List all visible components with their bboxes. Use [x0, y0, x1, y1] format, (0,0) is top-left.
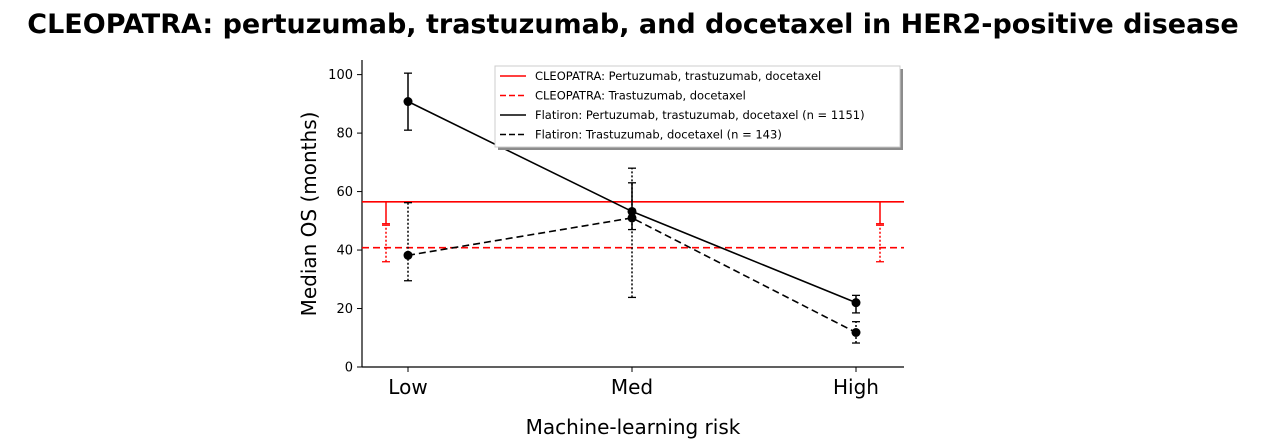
series-errorbar — [628, 167, 636, 299]
legend-entry: Flatiron: Pertuzumab, trastuzumab, docet… — [535, 108, 865, 122]
data-point — [627, 213, 637, 223]
data-point — [403, 250, 413, 260]
y-tick-label: 40 — [336, 244, 353, 259]
reference-errorbar — [876, 224, 884, 263]
y-tick-label: 20 — [336, 302, 353, 317]
legend-entry: Flatiron: Trastuzumab, docetaxel (n = 14… — [535, 128, 782, 142]
plot-area: 0 20 40 60 80 100 Low Med High — [328, 60, 904, 399]
x-tick-label: Low — [388, 375, 427, 399]
reference-errorbar — [382, 224, 390, 263]
y-tick-label: 100 — [328, 68, 353, 83]
series-errorbar — [404, 202, 412, 282]
reference-errorbar — [876, 201, 884, 225]
y-tick-label: 0 — [345, 361, 353, 376]
reference-errorbar — [382, 201, 390, 225]
data-point — [403, 97, 413, 107]
legend: CLEOPATRA: Pertuzumab, trastuzumab, doce… — [494, 65, 903, 150]
data-point — [851, 327, 861, 337]
legend-entry: CLEOPATRA: Pertuzumab, trastuzumab, doce… — [535, 69, 821, 83]
chart-title: CLEOPATRA: pertuzumab, trastuzumab, and … — [27, 9, 1238, 40]
legend-entry: CLEOPATRA: Trastuzumab, docetaxel — [535, 89, 746, 103]
y-axis-label: Median OS (months) — [297, 112, 321, 317]
x-axis-label: Machine-learning risk — [526, 415, 741, 439]
series-errorbar — [852, 321, 860, 344]
x-tick-label: Med — [611, 375, 653, 399]
legend-box — [494, 65, 901, 148]
y-tick-label: 80 — [336, 127, 353, 142]
data-point — [851, 298, 861, 308]
series-errorbar — [628, 182, 636, 231]
x-tick-label: High — [833, 375, 879, 399]
y-tick-label: 60 — [336, 185, 353, 200]
data-point — [627, 206, 637, 216]
